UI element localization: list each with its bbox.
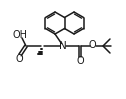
Text: OH: OH	[12, 30, 27, 40]
Text: O: O	[15, 54, 23, 64]
Text: O: O	[88, 40, 96, 50]
Text: N: N	[59, 41, 67, 51]
Text: O: O	[76, 56, 84, 66]
